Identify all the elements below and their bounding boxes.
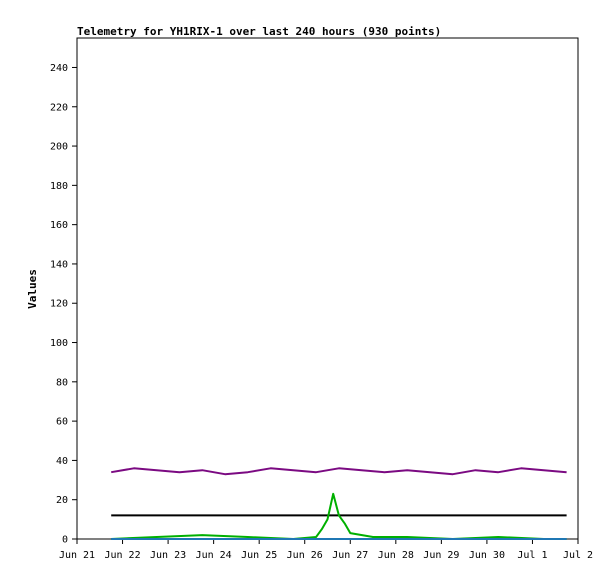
y-tick-label: 20 <box>56 495 68 506</box>
chart-title: Telemetry for YH1RIX-1 over last 240 hou… <box>77 25 441 38</box>
x-tick-label: Jun 22 <box>104 550 140 561</box>
plot-frame <box>76 37 579 540</box>
y-tick-label: 220 <box>50 102 68 113</box>
x-axis: Jun 21 Jun 22 Jun 23 Jun 24 Jun 25 Jun 26 Jun … <box>59 539 593 561</box>
y-tick-label: 120 <box>50 299 68 310</box>
x-tick-label: Jun 28 <box>378 550 414 561</box>
series-line-1 <box>111 467 567 476</box>
x-tick-label: Jun 21 <box>59 550 95 561</box>
y-tick-label: 180 <box>50 181 68 192</box>
x-tick-label: Jun 30 <box>469 550 505 561</box>
plot-lines <box>111 467 567 540</box>
y-tick-label: 140 <box>50 259 68 270</box>
y-tick-label: 60 <box>56 417 68 428</box>
y-tick-label: 0 <box>62 535 68 546</box>
y-axis-label: Values <box>26 269 39 309</box>
y-tick-label: 200 <box>50 142 68 153</box>
y-tick-label: 100 <box>50 338 68 349</box>
x-tick-label: Jun 29 <box>423 550 459 561</box>
x-tick-label: Jun 24 <box>196 550 232 561</box>
y-tick-label: 160 <box>50 220 68 231</box>
x-tick-label: Jun 27 <box>332 550 368 561</box>
x-tick-label: Jul 2 <box>563 550 593 561</box>
y-axis: 0 20 40 60 80 100 120 140 160 180 200 220 240 <box>50 63 77 546</box>
x-tick-label: Jul 1 <box>517 550 547 561</box>
y-tick-label: 80 <box>56 377 68 388</box>
x-tick-label: Jun 25 <box>241 550 277 561</box>
y-tick-label: 40 <box>56 456 68 467</box>
x-tick-label: Jun 23 <box>150 550 186 561</box>
y-tick-label: 240 <box>50 63 68 74</box>
x-tick-label: Jun 26 <box>287 550 323 561</box>
